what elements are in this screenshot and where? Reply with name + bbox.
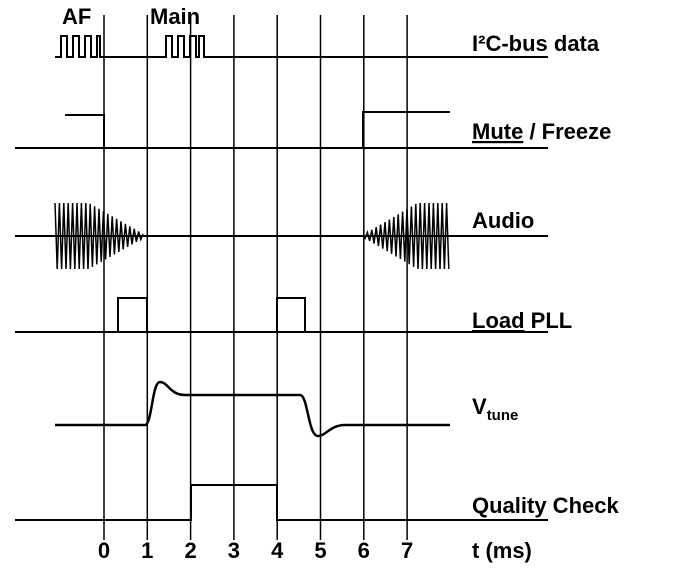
i2c-waveform: [55, 35, 548, 58]
tick-label: 1: [141, 538, 153, 563]
signal-label-part: / Freeze: [523, 119, 611, 144]
burst-label: AF: [62, 4, 91, 29]
tick-label: 6: [358, 538, 370, 563]
tick-label: 4: [271, 538, 284, 563]
signal-label: I²C-bus data: [472, 31, 600, 56]
signal-label: Load PLL: [472, 308, 572, 333]
mute-waveform: [65, 111, 450, 149]
quality-waveform: [15, 484, 548, 521]
tick-label: 7: [401, 538, 413, 563]
axis-ticks: 0 1 2 3 4 5 6 7: [98, 538, 413, 563]
signal-label: Audio: [472, 208, 534, 233]
audio-waveform: [54, 202, 144, 270]
tick-label: 3: [228, 538, 240, 563]
signal-label-part: V: [472, 394, 487, 419]
signal-label: Mute / Freeze: [472, 119, 611, 144]
signal-label-part: tune: [487, 407, 519, 424]
signal-label: Quality Check: [472, 493, 619, 518]
burst-label: Main: [150, 4, 200, 29]
signal-label: Vtune: [472, 394, 518, 424]
vtune-waveform: [55, 380, 450, 438]
tick-label: 5: [314, 538, 326, 563]
axis-label: t (ms): [472, 538, 532, 563]
audio-waveform: [362, 202, 450, 270]
signal-label-part: Load: [472, 308, 525, 333]
signal-label-part: PLL: [525, 308, 573, 333]
load-pll-waveform: [117, 297, 306, 332]
signal-label-part: Mute: [472, 119, 523, 144]
tick-label: 2: [184, 538, 196, 563]
tick-label: 0: [98, 538, 110, 563]
grid: [103, 15, 408, 540]
